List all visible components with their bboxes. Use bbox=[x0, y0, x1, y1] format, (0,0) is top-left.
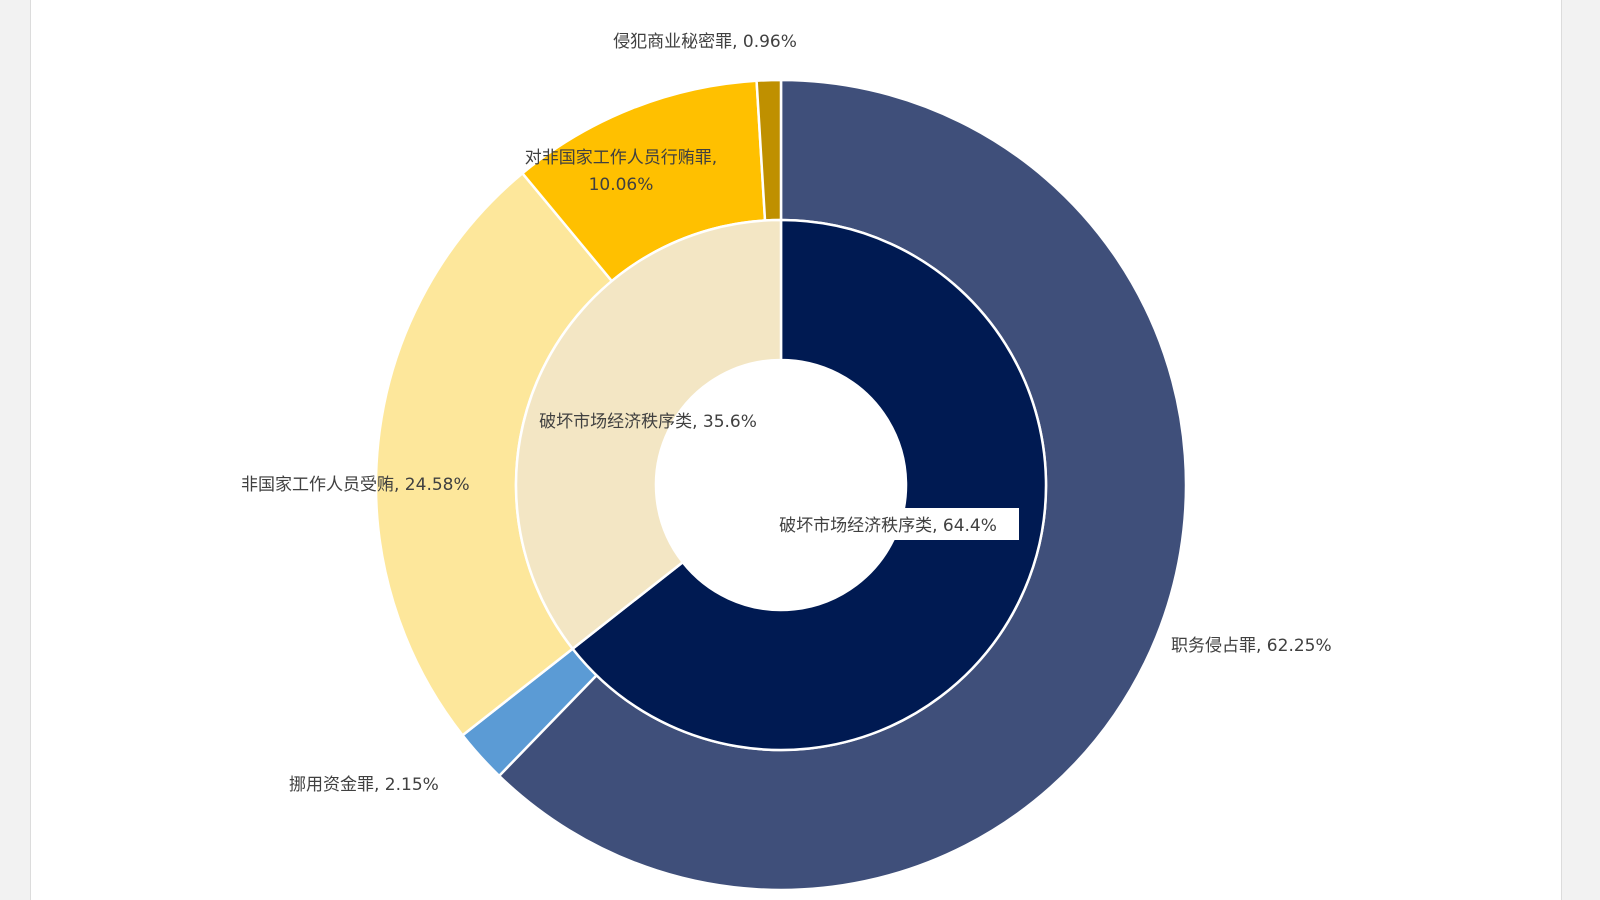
inner-label-box-0 bbox=[757, 508, 1019, 540]
outer-label-3: 对非国家工作人员行贿罪, 10.06% bbox=[525, 148, 717, 195]
outer-label-4: 侵犯商业秘密罪, 0.96% bbox=[613, 32, 797, 52]
outer-label-2: 非国家工作人员受贿, 24.58% bbox=[241, 475, 470, 495]
chart-frame: 破坏市场经济秩序类, 64.4% 破坏市场经济秩序类, 35.6% 职务侵占罪, 6… bbox=[30, 0, 1562, 900]
nested-donut-chart: 破坏市场经济秩序类, 64.4% 破坏市场经济秩序类, 35.6% 职务侵占罪, 6… bbox=[241, 32, 1332, 892]
inner-label-1: 破坏市场经济秩序类, 35.6% bbox=[539, 412, 757, 432]
inner-slice-1 bbox=[514, 218, 783, 651]
inner-label-0: 破坏市场经济秩序类, 64.4% bbox=[779, 516, 997, 536]
inner-slice-0 bbox=[570, 218, 1048, 752]
outer-label-0: 职务侵占罪, 62.25% bbox=[1171, 636, 1332, 656]
outer-label-1: 挪用资金罪, 2.15% bbox=[289, 775, 439, 795]
